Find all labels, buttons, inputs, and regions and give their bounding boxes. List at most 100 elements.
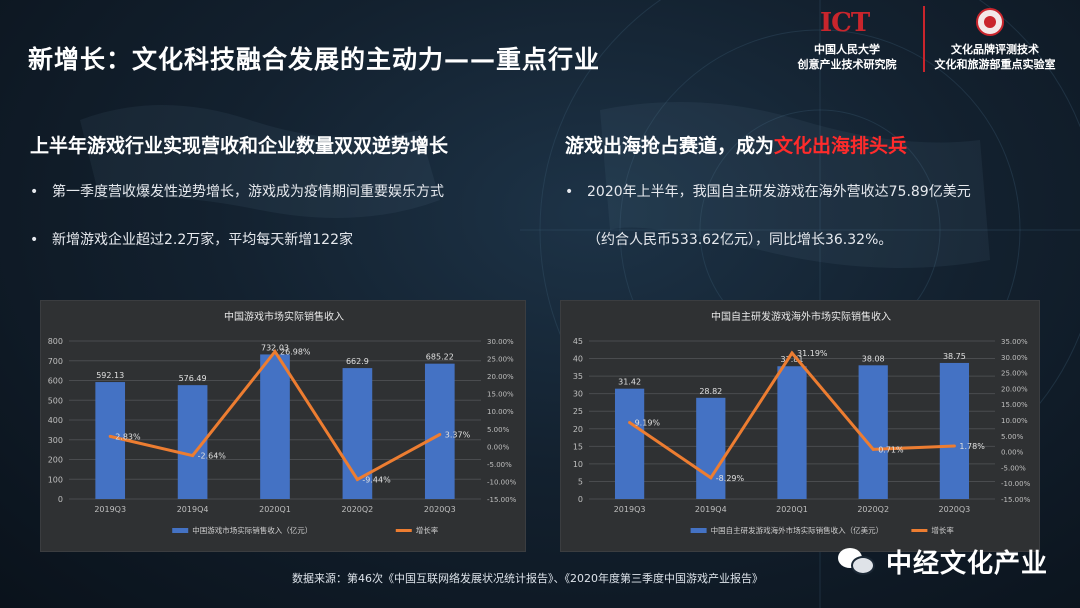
- left-bullet-1: • 第一季度营收爆发性逆势增长，游戏成为疫情期间重要娱乐方式: [30, 184, 444, 200]
- bar: [260, 354, 290, 499]
- left-axis-tick-label: 10: [573, 460, 583, 469]
- growth-rate-point: [709, 476, 713, 480]
- right-axis-tick-label: 0.00%: [487, 443, 510, 451]
- institution-logos: ICT 中国人民大学 创意产业技术研究院 文化品牌评测技术 文化和旅游部重点实验…: [772, 6, 1062, 76]
- growth-rate-point: [628, 421, 632, 425]
- line-data-label: 31.19%: [797, 349, 828, 358]
- legend-bar-label: 中国自主研发游戏海外市场实际销售收入（亿美元）: [711, 525, 884, 535]
- left-axis-tick-label: 800: [48, 337, 63, 346]
- chart-overseas-game-revenue: 中国自主研发游戏海外市场实际销售收入 0 5 10 15 20 25 30 35 40 45 -15.…: [560, 300, 1040, 552]
- legend-bar-swatch: [172, 528, 189, 533]
- left-axis-tick-label: 0: [58, 495, 63, 504]
- growth-rate-point: [191, 454, 195, 458]
- right-axis-tick-label: 5.00%: [487, 426, 510, 434]
- right-axis-tick-label: -5.00%: [487, 461, 512, 469]
- left-axis-tick-label: 0: [578, 495, 583, 504]
- ict-logo: ICT: [820, 8, 870, 38]
- bar: [424, 363, 455, 499]
- legend-bar-swatch: [690, 528, 707, 533]
- right-bullet-1: • 2020年上半年，我国自主研发游戏在海外营收达75.89亿美元: [565, 184, 971, 200]
- x-axis-tick-label: 2020Q3: [424, 505, 456, 514]
- brand-name: 中经文化产业: [886, 548, 1049, 579]
- chart-svg: 中国自主研发游戏海外市场实际销售收入 0 5 10 15 20 25 30 35 40 45 -15.…: [573, 310, 1031, 535]
- right-bullet-2-continued: （约合人民币533.62亿元），同比增长36.32%。: [587, 232, 893, 248]
- left-axis-tick-label: 700: [48, 357, 63, 366]
- brand-watermark: 中经文化产业: [838, 541, 1048, 581]
- line-data-label: 0.71%: [878, 445, 904, 454]
- bullet-dot: •: [30, 232, 39, 248]
- right-heading-highlight: 文化出海排头兵: [774, 135, 908, 157]
- line-data-label: 1.78%: [959, 442, 985, 451]
- bar: [858, 365, 888, 499]
- chart-domestic-game-revenue: 中国游戏市场实际销售收入 0 100 200 300 400 500 600 700 800 -15…: [40, 300, 526, 552]
- lab-name: 文化品牌评测技术 文化和旅游部重点实验室: [934, 43, 1056, 71]
- wechat-icon: [838, 546, 876, 576]
- right-axis-tick-label: 20.00%: [487, 373, 514, 381]
- bar-data-label: 576.49: [179, 374, 207, 383]
- left-axis-tick-label: 100: [48, 475, 63, 484]
- bar-data-label: 685.22: [426, 353, 454, 362]
- bar: [939, 362, 970, 499]
- right-axis-tick-label: 25.00%: [487, 356, 514, 364]
- bar: [614, 388, 645, 499]
- left-axis-tick-label: 20: [573, 425, 583, 434]
- x-axis-tick-label: 2020Q1: [259, 505, 291, 514]
- right-axis-tick-label: -5.00%: [1001, 464, 1026, 472]
- right-axis-tick-label: -15.00%: [487, 496, 517, 504]
- x-axis-tick-label: 2020Q2: [342, 505, 374, 514]
- right-axis-tick-label: 20.00%: [1001, 385, 1028, 393]
- bar-data-label: 38.75: [943, 352, 966, 361]
- legend-line-label: 增长率: [416, 525, 439, 535]
- left-axis-tick-label: 45: [573, 337, 583, 346]
- right-axis-tick-label: 15.00%: [487, 391, 514, 399]
- x-axis-tick-label: 2020Q2: [857, 505, 889, 514]
- left-axis-tick-label: 5: [578, 477, 583, 486]
- line-data-label: 3.37%: [445, 431, 471, 440]
- bar: [696, 397, 726, 499]
- growth-rate-point: [790, 351, 794, 355]
- x-axis-tick-label: 2019Q3: [614, 505, 646, 514]
- legend-line-label: 增长率: [931, 525, 954, 535]
- left-axis-tick-label: 35: [573, 372, 583, 381]
- left-heading: 上半年游戏行业实现营收和企业数量双双逆势增长: [30, 135, 449, 157]
- bar-data-label: 592.13: [96, 371, 124, 380]
- bullet-dot: •: [565, 184, 574, 200]
- x-axis-tick-label: 2019Q4: [177, 505, 209, 514]
- chart-title: 中国游戏市场实际销售收入: [224, 310, 344, 323]
- left-axis-tick-label: 200: [48, 456, 63, 465]
- line-data-label: 2.83%: [115, 432, 141, 441]
- left-bullet-2: • 新增游戏企业超过2.2万家，平均每天新增122家: [30, 232, 353, 248]
- line-data-label: -2.64%: [198, 452, 227, 461]
- line-data-label: 9.19%: [635, 419, 661, 428]
- right-axis-tick-label: 30.00%: [487, 338, 514, 346]
- bar: [777, 366, 807, 499]
- logo-divider: [923, 6, 925, 72]
- x-axis-tick-label: 2019Q4: [695, 505, 727, 514]
- line-data-label: 26.98%: [280, 348, 311, 357]
- line-data-label: -8.29%: [716, 474, 745, 483]
- left-axis-tick-label: 30: [573, 390, 583, 399]
- ict-institute-name: 中国人民大学 创意产业技术研究院: [797, 43, 897, 71]
- legend-bar-label: 中国游戏市场实际销售收入（亿元）: [192, 525, 312, 535]
- growth-rate-point: [108, 434, 112, 438]
- right-axis-tick-label: 25.00%: [1001, 370, 1028, 378]
- right-axis-tick-label: -15.00%: [1001, 496, 1031, 504]
- bar-data-label: 37.81: [781, 355, 804, 364]
- bullet-dot: •: [30, 184, 39, 200]
- right-axis-tick-label: 5.00%: [1001, 433, 1024, 441]
- right-axis-tick-label: 35.00%: [1001, 338, 1028, 346]
- left-axis-tick-label: 15: [573, 442, 583, 451]
- left-axis-tick-label: 300: [48, 436, 63, 445]
- data-source-note: 数据来源：第46次《中国互联网络发展状况统计报告》、《2020年度第三季度中国游…: [292, 572, 763, 585]
- right-axis-tick-label: -10.00%: [1001, 480, 1031, 488]
- chart-title: 中国自主研发游戏海外市场实际销售收入: [711, 310, 891, 323]
- growth-rate-point: [438, 433, 442, 437]
- line-data-label: -9.44%: [362, 475, 391, 484]
- growth-rate-point: [952, 444, 956, 448]
- right-axis-tick-label: 0.00%: [1001, 449, 1024, 457]
- chart-svg: 中国游戏市场实际销售收入 0 100 200 300 400 500 600 700 800 -15…: [48, 310, 517, 535]
- growth-rate-point: [355, 477, 359, 481]
- left-axis-tick-label: 25: [573, 407, 583, 416]
- right-heading: 游戏出海抢占赛道，成为文化出海排头兵: [565, 135, 908, 157]
- right-axis-tick-label: 10.00%: [487, 408, 514, 416]
